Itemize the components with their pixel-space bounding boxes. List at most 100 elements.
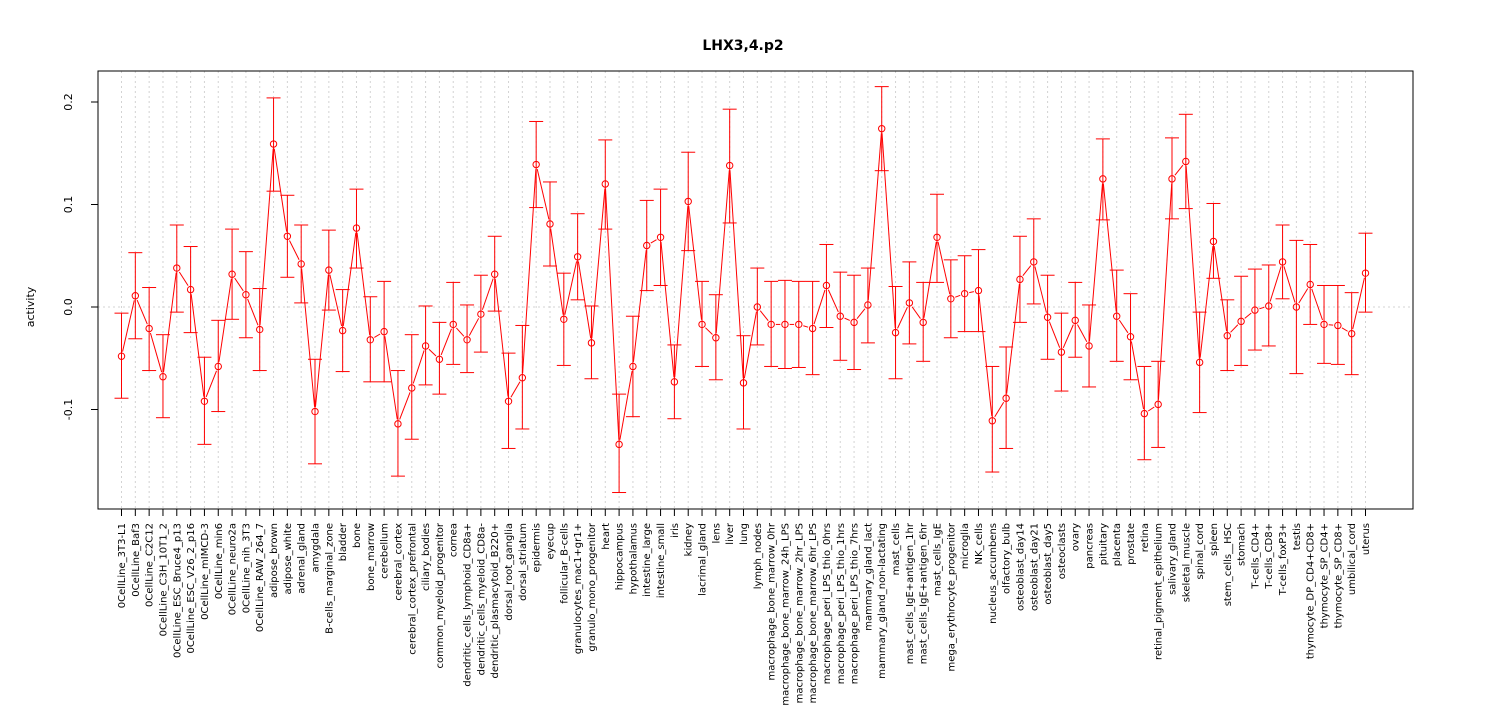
error-bar [1192, 311, 1207, 414]
error-bar [930, 193, 945, 283]
error-bar [570, 213, 585, 301]
x-tick-label: placenta [1112, 523, 1123, 566]
chart-title: LHX3,4.p2 [702, 38, 783, 54]
data-point [1265, 302, 1273, 310]
error-bar [777, 279, 792, 369]
error-bar [902, 261, 917, 345]
data-point [1278, 258, 1287, 266]
series-segment [1062, 324, 1074, 348]
error-bar [377, 280, 392, 383]
x-tick-label: 0CellLine_ESC_Bruce4_p13 [172, 523, 183, 658]
error-bar [321, 229, 336, 311]
series-segment [1174, 164, 1184, 176]
series-segment [923, 241, 937, 318]
x-tick-label: spinal_cord [1195, 523, 1206, 579]
x-tick-label: macrophage_peri_LPS_thio_0hrs [822, 523, 833, 684]
series-segment [743, 311, 757, 379]
data-point [186, 285, 195, 294]
series-segment [759, 310, 769, 322]
data-point [670, 378, 679, 386]
data-point [214, 362, 222, 371]
x-tick-label: lacrimal_gland [698, 523, 709, 596]
x-tick-label: mast_cells_IgE+antigen_6hr [919, 522, 930, 664]
x-tick-label: mega_erythrocyte_progenitor [946, 522, 957, 671]
series-segment [856, 308, 866, 320]
error-bar [1261, 264, 1276, 347]
data-point [781, 320, 789, 329]
x-tick-label: hypothalamus [628, 523, 639, 594]
x-tick-label: stem_cells__HSC [1223, 523, 1234, 606]
x-tick-label: adipose_brown [269, 523, 280, 598]
data-point [988, 417, 996, 425]
series-segment [605, 188, 620, 440]
y-axis: -0.1 0.0 0.1 0.2 [62, 93, 98, 420]
x-tick-label: macrophage_bone_marrow_24h_LPS [780, 523, 791, 706]
error-bar [888, 286, 903, 380]
error-bar [238, 251, 253, 339]
series-segment [273, 148, 288, 232]
x-tick-label: pancreas [1085, 523, 1096, 569]
data-point [518, 374, 527, 382]
series-segment [978, 295, 993, 417]
series-segment [827, 289, 839, 313]
data-point [753, 303, 762, 311]
data-point [629, 362, 637, 371]
data-point [1320, 320, 1328, 329]
series-segment [510, 381, 521, 398]
error-bar [1275, 224, 1290, 300]
series-segment [1077, 324, 1088, 343]
error-bar [487, 235, 502, 312]
series-segment [1006, 283, 1020, 394]
x-tick-label: prostate [1126, 523, 1137, 565]
x-tick-label: macrophage_bone_marrow_0hr [767, 522, 778, 680]
series-segment [456, 327, 465, 337]
error-bar [916, 281, 931, 362]
x-tick-label: granulocytes_mac1+gr1+ [573, 523, 584, 654]
series-segment [674, 206, 689, 378]
error-bar [1220, 299, 1235, 372]
series-segment [1034, 266, 1047, 313]
error-bar [625, 315, 640, 418]
error-bar [155, 334, 170, 419]
data-point [822, 281, 831, 290]
x-tick-label: ciliary_bodies [421, 523, 432, 591]
data-point [878, 124, 886, 133]
x-tick-label: dendritic_cells_lymphoid_CD8a+ [463, 523, 474, 687]
x-tick-label: osteoblast_day21 [1029, 523, 1040, 611]
series-segment [564, 261, 578, 315]
x-tick-label: common_myeloid_progenitor [435, 522, 446, 668]
error-bar [1068, 281, 1083, 358]
x-tick-label: macrophage_bone_marrow_6hr_LPS [808, 523, 819, 703]
x-tick-label: macrophage_peri_LPS_thio_7hrs [850, 523, 861, 684]
data-point [1057, 348, 1066, 356]
series-segment [301, 268, 316, 407]
error-bar [114, 312, 129, 399]
error-bar [390, 370, 405, 477]
x-tick-label: pituitary [1098, 523, 1109, 565]
series-segment [1185, 166, 1200, 358]
series-segment [1269, 266, 1282, 302]
error-bar [266, 97, 281, 192]
error-bar [1054, 312, 1069, 392]
series-segment [1199, 246, 1214, 358]
series-segment [399, 392, 411, 420]
series-segment [715, 170, 730, 334]
data-point [297, 260, 305, 268]
series-segment [218, 278, 232, 362]
data-point [1126, 333, 1135, 341]
series-segment [1298, 288, 1309, 304]
x-tick-label: stomach [1237, 523, 1248, 566]
error-bar [612, 393, 627, 494]
series-segment [1088, 183, 1103, 342]
error-bar [791, 280, 806, 368]
x-tick-label: intestine_large [642, 523, 653, 597]
data-point [1306, 280, 1314, 289]
error-bar [805, 280, 820, 376]
error-bar [1317, 284, 1332, 364]
x-tick-label: bone_marrow [366, 523, 377, 591]
x-tick-label: 0CellLine_neuro2a [228, 523, 239, 615]
x-axis: 0CellLine_3T3-L1 0CellLine_Baf3 0CellLine_… [117, 509, 1372, 706]
error-bar [1151, 360, 1166, 448]
series-segment [1311, 288, 1323, 321]
